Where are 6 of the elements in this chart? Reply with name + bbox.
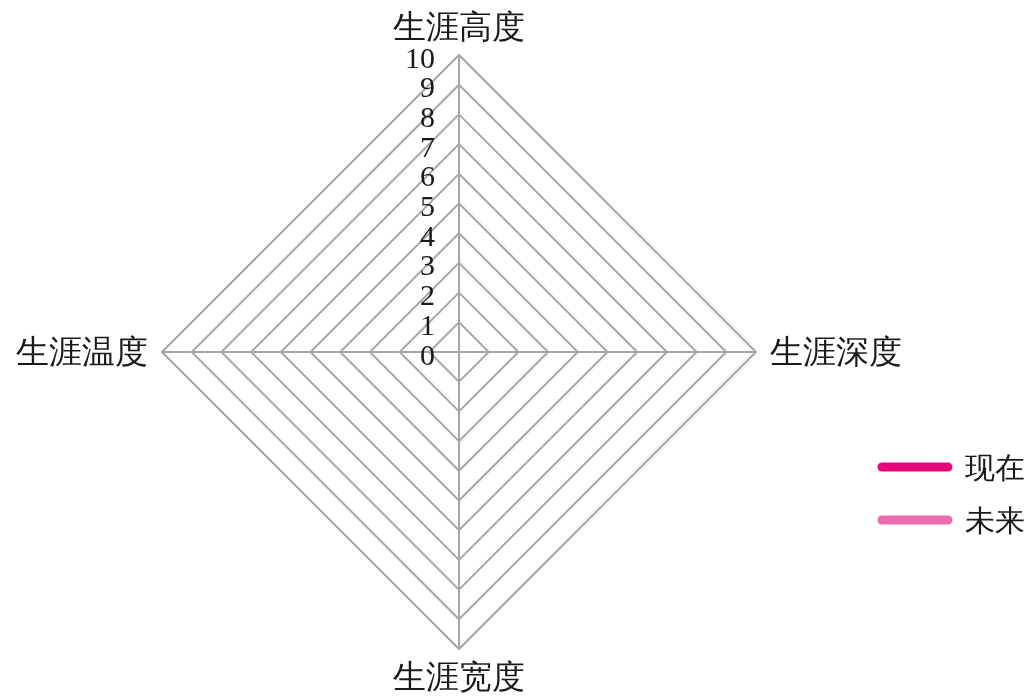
- category-label: 生涯宽度: [393, 659, 525, 695]
- legend-label: 未来: [965, 503, 1025, 537]
- legend-label: 现在: [965, 450, 1025, 484]
- category-label: 生涯深度: [770, 334, 902, 370]
- category-label: 生涯温度: [16, 334, 148, 370]
- category-label: 生涯高度: [393, 9, 525, 45]
